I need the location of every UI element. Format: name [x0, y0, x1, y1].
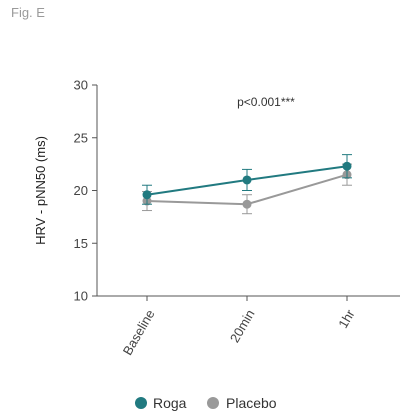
data-point: [242, 199, 252, 209]
series-roga: [142, 154, 352, 205]
data-point: [342, 161, 352, 171]
chart-axes: 10 15 20 25 30 Baseline 20min 1hr HRV - pNN50 (m…: [33, 78, 400, 358]
data-point: [142, 190, 152, 200]
y-tick-label: 10: [74, 289, 88, 304]
y-tick-label: 30: [74, 78, 88, 93]
y-tick-label: 15: [74, 236, 88, 251]
legend-item-roga: Roga: [135, 395, 187, 411]
significance-annotation: p<0.001***: [237, 95, 295, 109]
series-placebo: [142, 163, 352, 215]
data-point: [242, 175, 252, 185]
legend-label: Roga: [153, 395, 187, 411]
x-tick-label: 1hr: [335, 306, 358, 330]
y-tick-label: 20: [74, 183, 88, 198]
legend-marker: [207, 397, 219, 409]
x-tick-label: 20min: [227, 307, 258, 345]
y-tick-label: 25: [74, 130, 88, 145]
chart-legend: Roga Placebo: [135, 395, 277, 411]
legend-marker: [135, 397, 147, 409]
figure-label: Fig. E: [11, 5, 45, 20]
x-tick-label: Baseline: [120, 307, 158, 358]
y-axis-title: HRV - pNN50 (ms): [33, 136, 48, 245]
legend-item-placebo: Placebo: [207, 395, 277, 411]
chart-series: [142, 154, 352, 215]
legend-label: Placebo: [226, 395, 277, 411]
